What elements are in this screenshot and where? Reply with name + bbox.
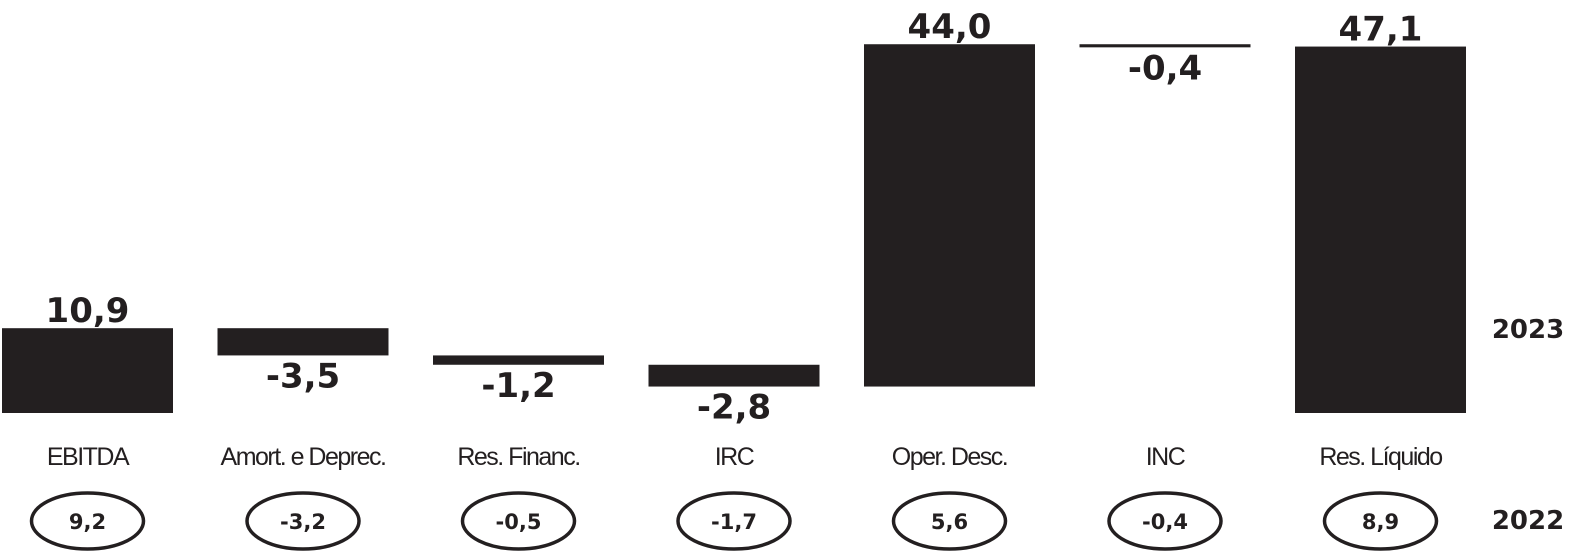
previous-year-value-0: 9,2 — [69, 510, 106, 534]
category-label-5: INC — [1146, 443, 1186, 471]
bar-value-label-0: 10,9 — [46, 291, 130, 331]
year-label-previous: 2022 — [1492, 506, 1564, 536]
year-label-current: 2023 — [1492, 315, 1564, 345]
previous-year-value-5: -0,4 — [1142, 510, 1188, 534]
bar-value-label-1: -3,5 — [266, 356, 340, 396]
bar-value-label-3: -2,8 — [697, 388, 771, 428]
bar-value-label-6: 47,1 — [1339, 10, 1423, 50]
bar-3 — [648, 364, 820, 387]
previous-year-ellipse-2 — [460, 491, 577, 551]
category-label-3: IRC — [715, 443, 755, 471]
category-labels-group: EBITDA Amort. e Deprec. Res. Financ. IRC Ope… — [47, 443, 1444, 471]
bar-6 — [1295, 46, 1466, 413]
bar-4 — [864, 44, 1035, 387]
category-label-4: Oper. Desc. — [892, 443, 1008, 471]
category-label-2: Res. Financ. — [457, 443, 579, 471]
previous-year-ellipse-0 — [29, 491, 146, 551]
previous-year-value-6: 8,9 — [1362, 510, 1399, 534]
category-label-6: Res. Líquido — [1319, 443, 1442, 471]
bar-value-label-5: -0,4 — [1128, 48, 1202, 88]
previous-year-ellipse-6 — [1322, 491, 1439, 551]
bar-value-label-2: -1,2 — [481, 366, 555, 406]
previous-year-ellipse-4 — [891, 491, 1008, 551]
category-label-1: Amort. e Deprec. — [221, 443, 386, 471]
value-labels-group: 10,9 -3,5 -1,2 -2,8 44,0 -0,4 47,1 — [46, 7, 1423, 427]
bar-0 — [2, 328, 173, 413]
category-label-0: EBITDA — [47, 443, 130, 471]
previous-year-value-2: -0,5 — [496, 510, 542, 534]
previous-year-value-3: -1,7 — [711, 510, 757, 534]
previous-year-ellipse-5 — [1107, 491, 1223, 551]
previous-year-ellipse-1 — [245, 491, 361, 551]
bar-1 — [217, 328, 389, 356]
bar-value-label-4: 44,0 — [908, 7, 992, 47]
bar-5 — [1079, 44, 1251, 48]
bars-group — [2, 44, 1466, 413]
bar-2 — [433, 355, 604, 365]
previous-year-ellipse-3 — [676, 491, 792, 551]
previous-year-value-4: 5,6 — [931, 510, 968, 534]
previous-year-group: 9,2 -3,2 -0,5 -1,7 5,6 -0,4 8,9 — [29, 491, 1439, 551]
previous-year-value-1: -3,2 — [280, 510, 326, 534]
